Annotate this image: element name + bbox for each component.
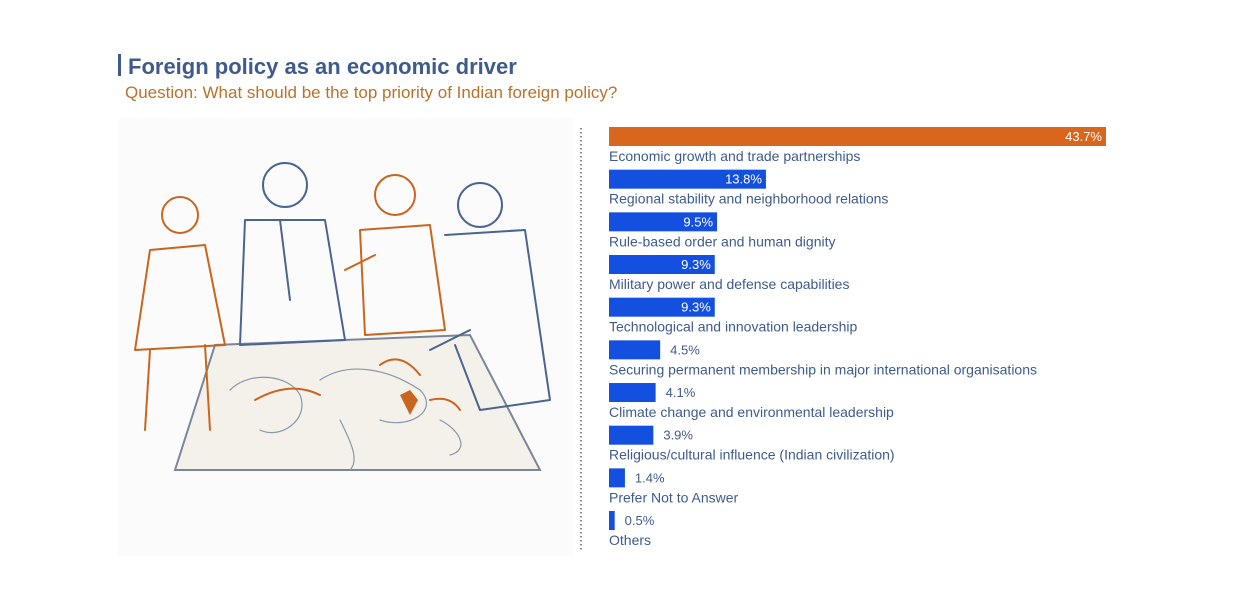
bar — [609, 169, 766, 189]
bar — [609, 383, 656, 403]
value-label: 3.9% — [663, 428, 693, 443]
value-label: 4.1% — [666, 385, 696, 400]
bar — [609, 255, 715, 275]
bar — [609, 511, 615, 531]
illustration — [118, 118, 573, 556]
category-label: Others — [609, 532, 651, 548]
value-label: 0.5% — [625, 513, 655, 528]
bar — [609, 468, 625, 488]
value-label: 13.8% — [725, 172, 762, 187]
value-label: 43.7% — [1065, 129, 1102, 144]
category-label: Rule-based order and human dignity — [609, 233, 835, 249]
category-label: Prefer Not to Answer — [609, 489, 739, 505]
bar — [609, 127, 1106, 146]
bar — [609, 425, 654, 445]
bar — [609, 297, 715, 317]
title-accent — [118, 54, 121, 76]
category-label: Technological and innovation leadership — [609, 319, 858, 335]
category-label: Regional stability and neighborhood rela… — [609, 191, 888, 207]
chart-title: Foreign policy as an economic driver — [128, 54, 517, 79]
category-label: Military power and defense capabilities — [609, 276, 849, 292]
value-label: 1.4% — [635, 470, 665, 485]
value-label: 4.5% — [670, 342, 700, 357]
value-label: 9.3% — [681, 300, 711, 315]
category-label: Climate change and environmental leaders… — [609, 404, 894, 420]
category-label: Securing permanent membership in major i… — [609, 361, 1037, 377]
bar — [609, 212, 718, 232]
value-label: 9.3% — [681, 257, 711, 272]
category-label: Economic growth and trade partnerships — [609, 148, 860, 164]
category-label: Religious/cultural influence (Indian civ… — [609, 447, 895, 463]
value-label: 9.5% — [683, 214, 713, 229]
chart-subtitle: Question: What should be the top priorit… — [125, 83, 617, 102]
bar — [609, 340, 661, 360]
